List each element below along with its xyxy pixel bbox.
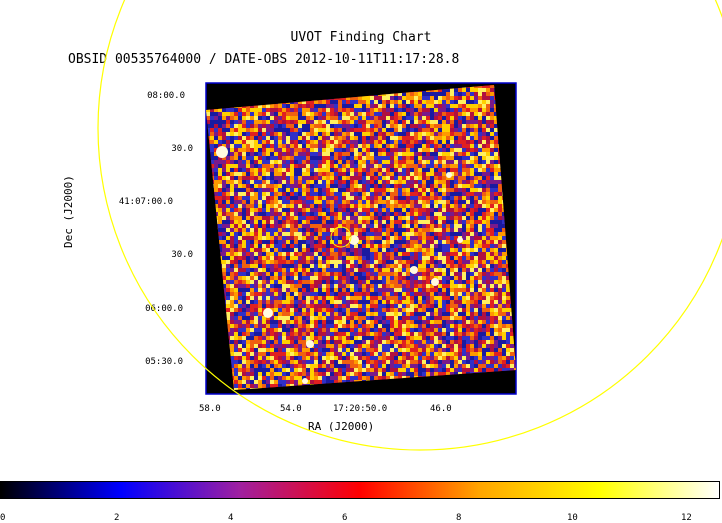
dec-tick-label: 30.0 — [171, 250, 193, 260]
star-source — [446, 172, 452, 178]
star-source — [410, 266, 418, 274]
ra-tick-label: 17:20:50.0 — [333, 404, 388, 414]
star-source — [216, 146, 228, 158]
target-circle — [330, 226, 352, 248]
chart-title: UVOT Finding Chart — [290, 30, 432, 45]
error-circle — [97, 0, 722, 451]
colorbar-tick-label: 4 — [228, 513, 234, 523]
colorbar-tick-label: 6 — [342, 513, 348, 523]
colorbar-tick-label: 10 — [567, 513, 578, 523]
colorbar-tick-label: 2 — [114, 513, 120, 523]
star-source — [306, 340, 314, 348]
chart-subtitle: OBSID 00535764000 / DATE-OBS 2012-10-11T… — [68, 52, 460, 67]
star-source — [431, 278, 439, 286]
dec-tick-label: 06:00.0 — [145, 304, 183, 314]
ra-tick-label: 54.0 — [280, 404, 302, 414]
colorbar-tick-label: 12 — [681, 513, 692, 523]
dec-tick-label: 08:00.0 — [147, 91, 185, 101]
ra-tick-label: 58.0 — [199, 404, 221, 414]
ra-axis-title: RA (J2000) — [308, 420, 375, 433]
dec-tick-label: 41:07:00.0 — [118, 197, 173, 207]
dec-tick-label: 30.0 — [171, 144, 193, 154]
star-source — [302, 378, 308, 384]
colorbar-tick-label: 8 — [456, 513, 462, 523]
ra-tick-label: 46.0 — [430, 404, 452, 414]
colorbar-tick-label: 0 — [0, 513, 6, 523]
star-source — [457, 237, 463, 243]
star-source — [263, 308, 273, 318]
dec-tick-label: 05:30.0 — [145, 357, 183, 367]
colorbar — [0, 481, 720, 499]
star-source — [349, 235, 359, 245]
